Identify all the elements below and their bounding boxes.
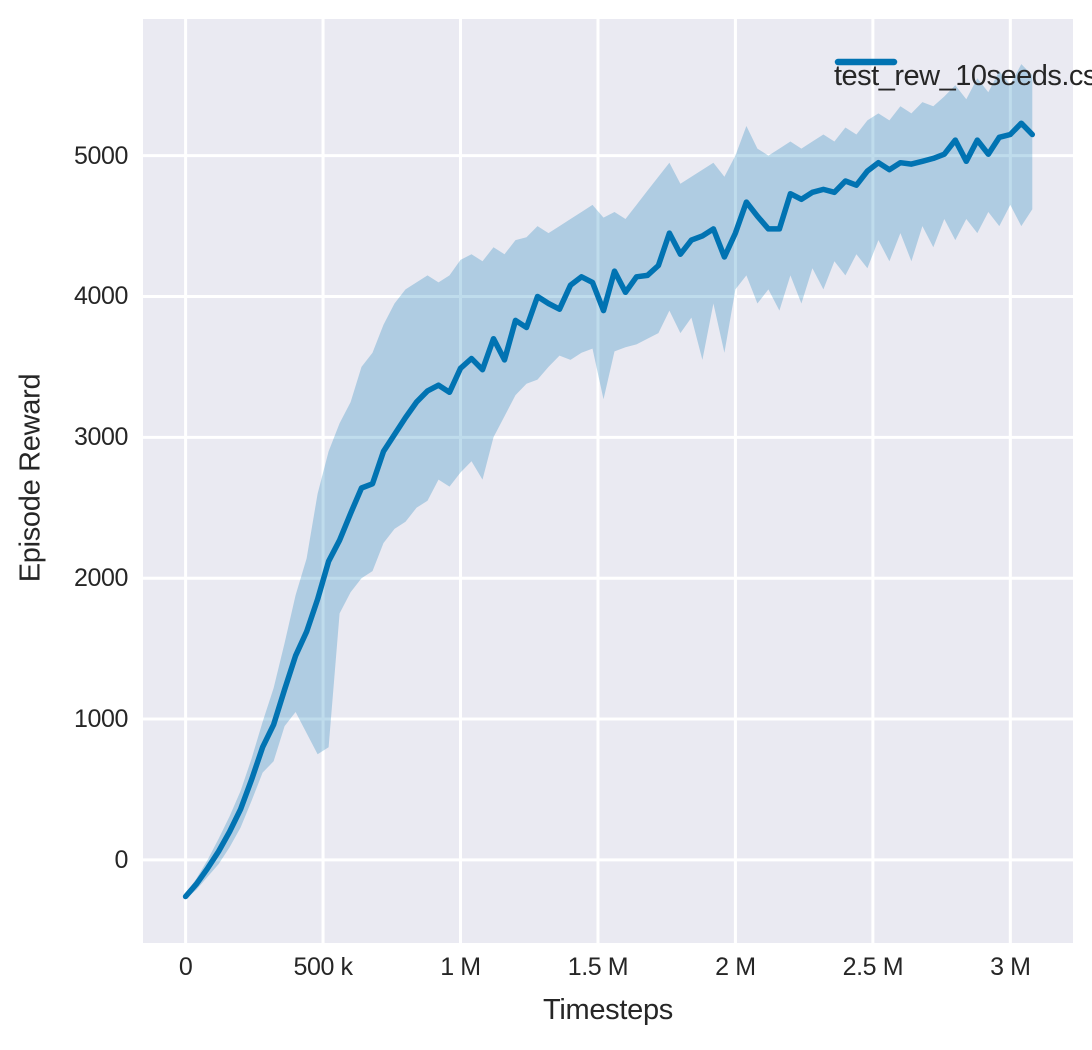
y-axis-label: Episode Reward: [14, 373, 47, 583]
legend-line-sample: [834, 58, 898, 66]
y-tick-label: 4000: [73, 282, 128, 311]
x-tick-label: 2 M: [715, 953, 756, 981]
confidence-band: [185, 64, 1033, 900]
y-tick-label: 5000: [73, 141, 128, 170]
x-tick-label: 0: [178, 953, 193, 981]
y-tick-label: 1000: [73, 705, 128, 734]
x-axis-label: Timesteps: [543, 994, 673, 1026]
series-line: [182, 120, 1036, 900]
x-tick-label: 3 M: [990, 953, 1031, 981]
x-tick-label: 2.5 M: [842, 953, 904, 981]
x-tick-label: 500 k: [293, 953, 353, 981]
x-tick-label: 1 M: [440, 953, 481, 981]
y-tick-label: 0: [114, 845, 128, 874]
legend: test_rew_10seeds.csv: [834, 57, 1092, 95]
y-tick-label: 3000: [73, 423, 128, 452]
chart-canvas: [143, 19, 1073, 943]
x-tick-label: 1.5 M: [567, 953, 629, 981]
y-tick-label: 2000: [73, 564, 128, 593]
plot-area: test_rew_10seeds.csv: [143, 19, 1092, 943]
